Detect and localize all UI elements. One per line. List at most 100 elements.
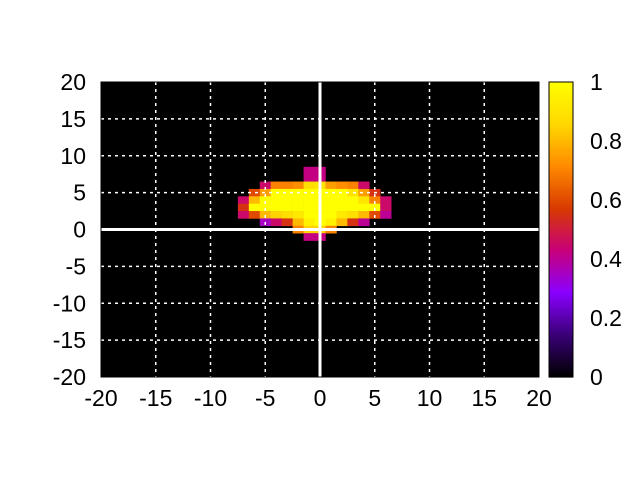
colorbar-segment: [549, 141, 573, 145]
heatmap-cell: [380, 196, 392, 204]
colorbar-segment: [549, 106, 573, 110]
heatmap-cell: [347, 211, 359, 219]
y-tick-label: 15: [60, 106, 86, 132]
heatmap-cell: [270, 203, 282, 212]
x-tick-label: 20: [526, 385, 552, 411]
colorbar-tick-label: 0.8: [590, 128, 622, 154]
colorbar-segment: [549, 357, 573, 361]
heatmap-cell: [303, 188, 315, 197]
x-tick-label: 0: [314, 385, 327, 411]
y-tick-label: -5: [66, 253, 86, 279]
colorbar-segment: [549, 177, 573, 181]
heatmap-cell: [248, 196, 261, 204]
colorbar-segment: [549, 104, 573, 108]
heatmap-cell: [259, 188, 272, 197]
colorbar-segment: [549, 145, 573, 149]
heatmap-cell: [336, 196, 348, 204]
heatmap-cell: [270, 196, 282, 204]
colorbar-segment: [549, 168, 573, 172]
plot-border: [100, 81, 540, 378]
colorbar-segment: [549, 295, 573, 299]
colorbar-segment: [549, 207, 573, 211]
colorbar-segment: [549, 246, 573, 250]
colorbar-segment: [549, 273, 573, 277]
colorbar-segment: [549, 94, 573, 98]
colorbar-segment: [549, 352, 573, 356]
colorbar-segment: [549, 138, 573, 142]
colorbar-segment: [549, 298, 573, 302]
colorbar-segment: [549, 278, 573, 282]
colorbar-segment: [549, 244, 573, 248]
heatmap-cell: [303, 233, 315, 241]
colorbar-segment: [549, 200, 573, 204]
heatmap-cell: [281, 211, 293, 219]
heatmap-cell: [303, 174, 315, 182]
heatmap-cell: [281, 196, 293, 204]
colorbar-segment: [549, 153, 573, 157]
colorbar-segment: [549, 192, 573, 196]
heatmap-cell: [336, 218, 348, 227]
colorbar-segment: [549, 283, 573, 287]
colorbar-tick-label: 0: [590, 364, 603, 390]
colorbar-segment: [549, 224, 573, 228]
colorbar-segment: [549, 172, 573, 177]
colorbar-segment: [549, 236, 573, 240]
heatmap-cell: [248, 203, 261, 212]
colorbar-segment: [549, 219, 573, 223]
colorbar-segment: [549, 305, 573, 309]
colorbar-segment: [549, 337, 573, 341]
colorbar-segment: [549, 263, 573, 267]
heatmap-cell: [358, 181, 370, 190]
colorbar-segment: [549, 84, 573, 88]
y-tick-label: 10: [60, 143, 86, 169]
heatmap-cell: [347, 218, 359, 227]
colorbar-segment: [549, 99, 573, 103]
heatmap-cell: [369, 196, 381, 204]
colorbar-segment: [549, 126, 573, 130]
heatmap-cell: [303, 218, 315, 227]
y-axis-ticks: 20 15 10 5 0 -5 -10 -15 -20: [53, 69, 86, 390]
colorbar-segment: [549, 197, 573, 201]
heatmap-cell: [303, 196, 315, 204]
colorbar-segment: [549, 288, 573, 292]
heatmap-cell: [303, 203, 315, 212]
heatmap-cell: [303, 166, 315, 175]
plot-area: [100, 81, 540, 378]
heatmap-cell: [336, 211, 348, 219]
colorbar-segment: [549, 190, 573, 194]
heatmap-cell: [336, 188, 348, 197]
colorbar-segment: [549, 259, 573, 263]
colorbar-segment: [549, 249, 573, 253]
heatmap-cell: [292, 218, 304, 227]
heatmap-cell: [325, 218, 337, 227]
colorbar-segment: [549, 209, 573, 213]
colorbar-segment: [549, 303, 573, 307]
x-tick-label: 10: [417, 385, 443, 411]
heatmap-cell: [270, 181, 282, 190]
colorbar-segment: [549, 332, 573, 336]
heatmap-cell: [303, 211, 315, 219]
colorbar-segment: [549, 367, 573, 371]
colorbar-segment: [549, 374, 573, 378]
colorbar-segment: [549, 202, 573, 206]
heatmap-cell: [380, 211, 392, 219]
heatmap-cell: [358, 203, 370, 212]
heatmap-cell: [281, 203, 293, 212]
heatmap-cell: [325, 196, 337, 204]
heatmap-cell: [259, 203, 272, 212]
colorbar-segment: [549, 347, 573, 351]
heatmap-cell: [369, 211, 381, 219]
colorbar-segment: [549, 327, 573, 331]
colorbar-segment: [549, 313, 573, 317]
colorbar-segment: [549, 286, 573, 290]
y-tick-label: 0: [73, 217, 86, 243]
y-tick-label: -20: [53, 364, 86, 390]
colorbar-segment: [549, 239, 573, 243]
colorbar-tick-label: 0.6: [590, 187, 622, 213]
colorbar-segment: [549, 160, 573, 164]
colorbar-segment: [549, 322, 573, 326]
colorbar-segment: [549, 116, 573, 120]
colorbar-segment: [549, 310, 573, 314]
heatmap-cell: [281, 181, 293, 190]
